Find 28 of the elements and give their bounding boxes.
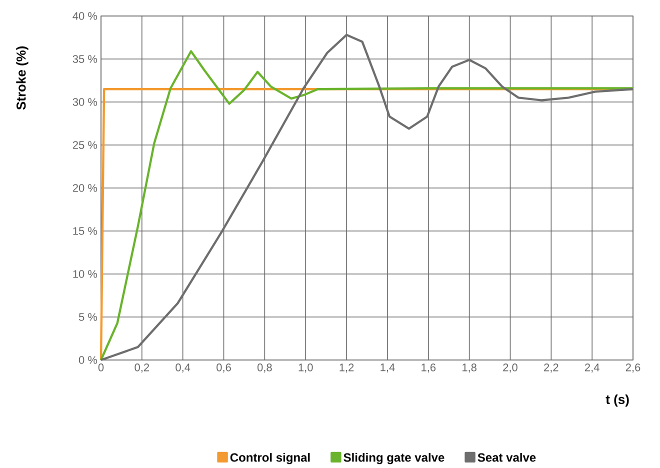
x-tick-label: 2,6 [626, 364, 640, 373]
x-tick-label: 0,6 [216, 364, 231, 373]
y-tick-label: 0 % [78, 356, 98, 364]
x-tick-label: 0,4 [176, 364, 190, 373]
x-tick-label: 0 [98, 364, 104, 372]
legend-label: Control signal [230, 452, 310, 464]
y-tick-label: 5 % [78, 313, 98, 321]
y-tick-label: 40 % [72, 12, 98, 20]
y-tick-label: 15 % [73, 227, 98, 235]
x-tick-label: 2,0 [503, 364, 518, 373]
legend-label: Seat valve [478, 452, 536, 462]
x-axis-title: t (s) [606, 394, 629, 407]
y-axis-title: Stroke (%) [16, 46, 28, 110]
x-tick-label: 2,4 [584, 364, 600, 373]
x-tick-label: 1,8 [462, 364, 476, 373]
y-tick-label: 20 % [72, 184, 98, 192]
x-tick-label: 1,0 [298, 364, 313, 373]
y-tick-label: 25 % [72, 141, 98, 149]
x-tick-label: 0,2 [134, 364, 150, 373]
y-tick-label: 30 % [72, 98, 98, 106]
x-tick-label: 1,2 [340, 364, 354, 373]
y-tick-label: 10 % [73, 270, 98, 278]
x-tick-label: 1,6 [422, 364, 436, 373]
x-tick-label: 0,8 [257, 364, 272, 373]
x-tick-label: 2,2 [544, 364, 558, 373]
x-tick-label: 1,4 [380, 364, 395, 373]
legend-label: Sliding gate valve [344, 452, 444, 464]
y-tick-label: 35 % [72, 55, 98, 63]
